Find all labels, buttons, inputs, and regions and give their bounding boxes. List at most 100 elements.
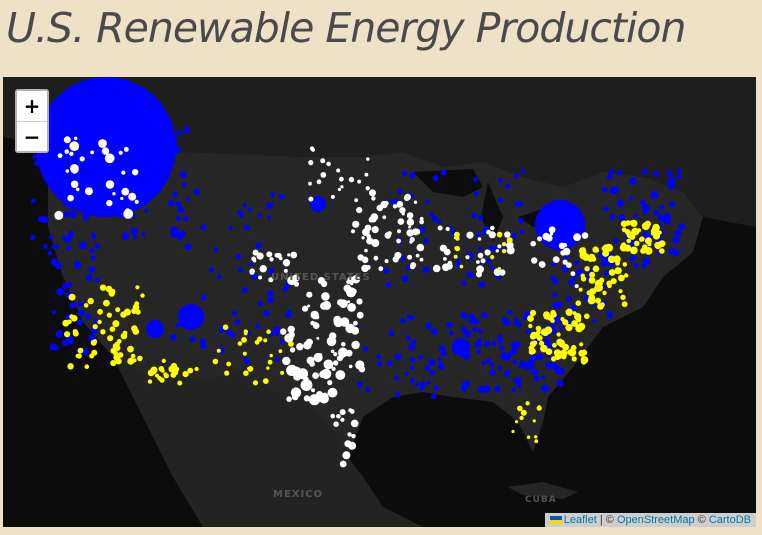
wind-marker[interactable] [477,237,482,241]
wind-marker[interactable] [476,271,482,278]
hydro-marker[interactable] [77,309,85,317]
wind-marker[interactable] [349,281,354,286]
solar-marker[interactable] [519,415,524,421]
solar-marker[interactable] [594,284,602,292]
wind-marker[interactable] [545,234,553,242]
wind-marker[interactable] [319,370,327,379]
wind-marker[interactable] [331,366,336,371]
hydro-marker[interactable] [178,304,204,330]
hydro-marker[interactable] [518,217,524,224]
hydro-marker[interactable] [498,197,504,203]
hydro-marker[interactable] [182,216,189,222]
wind-marker[interactable] [274,253,280,258]
solar-marker[interactable] [592,265,600,273]
wind-marker[interactable] [495,249,499,253]
solar-marker[interactable] [127,357,135,365]
wind-marker[interactable] [326,161,331,167]
hydro-marker[interactable] [473,191,479,196]
wind-marker[interactable] [480,258,486,264]
wind-marker[interactable] [410,262,417,269]
hydro-marker[interactable] [446,321,453,329]
solar-marker[interactable] [589,288,597,295]
hydro-marker[interactable] [423,238,429,244]
wind-marker[interactable] [476,265,484,274]
wind-marker[interactable] [339,299,348,308]
hydro-marker[interactable] [525,329,531,335]
hydro-marker[interactable] [629,177,637,185]
hydro-marker[interactable] [159,138,166,145]
hydro-marker[interactable] [672,238,677,242]
wind-marker[interactable] [333,421,339,428]
solar-marker[interactable] [553,349,562,357]
hydro-marker[interactable] [519,360,526,367]
hydro-marker[interactable] [255,242,262,249]
hydro-marker[interactable] [676,168,682,174]
hydro-marker[interactable] [545,362,553,369]
wind-marker[interactable] [296,343,304,351]
solar-marker[interactable] [212,358,219,365]
hydro-marker[interactable] [517,384,522,389]
solar-marker[interactable] [579,342,584,347]
wind-marker[interactable] [352,220,360,228]
hydro-marker[interactable] [603,270,610,276]
solar-marker[interactable] [105,285,113,293]
wind-marker[interactable] [308,160,314,166]
hydro-marker[interactable] [150,167,158,174]
wind-marker[interactable] [373,255,379,261]
solar-marker[interactable] [650,231,656,236]
hydro-marker[interactable] [541,375,546,380]
wind-marker[interactable] [397,229,401,234]
solar-marker[interactable] [622,262,628,267]
wind-marker[interactable] [366,233,372,239]
hydro-marker[interactable] [279,339,285,344]
solar-marker[interactable] [595,297,602,304]
solar-marker[interactable] [599,277,605,283]
hydro-marker[interactable] [94,277,100,283]
wind-marker[interactable] [321,292,330,301]
wind-marker[interactable] [339,176,344,182]
wind-marker[interactable] [354,198,359,203]
wind-marker[interactable] [399,207,406,214]
hydro-marker[interactable] [535,200,585,250]
solar-marker[interactable] [619,243,628,252]
wind-marker[interactable] [330,194,335,199]
hydro-marker[interactable] [193,188,200,195]
hydro-marker[interactable] [395,353,402,361]
wind-marker[interactable] [414,228,421,235]
map-container[interactable]: + − UNITED STATES MEXICO CUBA Leaflet | … [3,77,756,527]
hydro-marker[interactable] [541,384,549,393]
wind-marker[interactable] [316,179,322,185]
wind-marker[interactable] [323,362,329,368]
wind-marker[interactable] [358,366,366,373]
wind-marker[interactable] [371,226,379,234]
wind-marker[interactable] [266,251,273,258]
hydro-marker[interactable] [674,229,682,237]
solar-marker[interactable] [610,278,617,285]
hydro-marker[interactable] [77,300,84,307]
wind-marker[interactable] [570,271,576,277]
wind-marker[interactable] [128,195,133,200]
wind-marker[interactable] [406,218,415,226]
solar-marker[interactable] [137,355,143,362]
hydro-marker[interactable] [64,236,72,244]
solar-marker[interactable] [135,285,140,290]
solar-marker[interactable] [262,378,269,384]
hydro-marker[interactable] [608,169,614,174]
solar-marker[interactable] [562,343,569,351]
solar-marker[interactable] [117,338,122,344]
hydro-marker[interactable] [663,217,671,225]
solar-marker[interactable] [540,344,548,353]
wind-marker[interactable] [419,219,424,225]
hydro-marker[interactable] [130,227,138,236]
wind-marker[interactable] [74,136,78,140]
solar-marker[interactable] [266,329,271,334]
solar-marker[interactable] [578,287,583,292]
solar-marker[interactable] [497,267,501,271]
wind-marker[interactable] [322,300,332,310]
hydro-marker[interactable] [47,251,53,256]
wind-marker[interactable] [356,311,364,319]
hydro-marker[interactable] [478,281,486,288]
wind-marker[interactable] [312,372,319,379]
solar-marker[interactable] [106,312,112,318]
hydro-marker[interactable] [41,216,49,224]
